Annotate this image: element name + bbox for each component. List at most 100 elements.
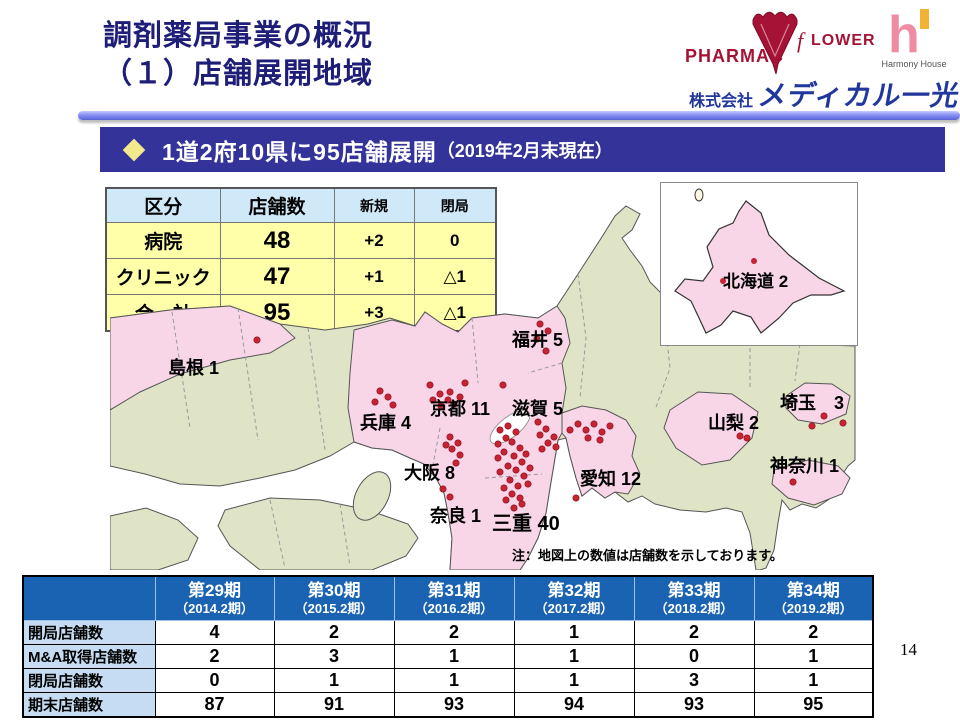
store-dot [506, 476, 514, 484]
value-cell: 1 [513, 668, 635, 693]
map-label: 埼玉 3 [780, 392, 844, 413]
table-row: M&A取得店舗数 2 3 1 1 0 1 [22, 644, 874, 669]
map-label: 兵庫 4 [360, 412, 411, 433]
fy-label: （2018.2期） [654, 600, 734, 616]
store-dot [582, 426, 590, 434]
store-dot [500, 484, 508, 492]
store-dot [512, 466, 520, 474]
value-cell: 2 [633, 620, 755, 645]
value-cell: 2 [154, 644, 275, 669]
store-location-dots [253, 320, 847, 512]
awaji-island [352, 471, 392, 521]
store-dot [522, 450, 530, 458]
hokkaido-map-svg: 北海道 2 [674, 188, 846, 334]
term-label: 第32期 [547, 581, 601, 601]
store-dot [384, 393, 392, 401]
slide-title-line1: 調剤薬局事業の概況 [103, 20, 374, 52]
map-label: 滋賀 5 [512, 398, 563, 419]
page-number: 14 [900, 640, 917, 659]
store-dot [446, 388, 454, 396]
value-cell: 1 [393, 644, 515, 669]
store-dot [743, 434, 751, 442]
value-cell: 3 [633, 668, 755, 693]
table-row: 期末店舗数 87 91 93 94 93 95 [22, 692, 874, 718]
store-dot [510, 452, 518, 460]
fy-label: （2015.2期） [294, 600, 374, 616]
saitama-pink-region [785, 382, 851, 425]
table-row: 閉局店舗数 0 1 1 1 3 1 [22, 668, 874, 693]
map-label: 大阪 8 [404, 462, 455, 483]
row-label: M&A取得店舗数 [22, 644, 156, 669]
store-dot [544, 439, 552, 447]
store-dot [538, 445, 546, 453]
store-dot [512, 428, 520, 436]
value-cell: 1 [513, 644, 635, 669]
term-label: 第30期 [307, 581, 361, 601]
company-name: 株式会社 メディカル一光 [650, 74, 960, 114]
store-dot [446, 433, 454, 441]
store-dot [520, 472, 528, 480]
store-dot [820, 412, 828, 420]
table-row: クリニック 47 +1 △1 [105, 258, 497, 295]
store-dot [596, 436, 604, 444]
map-label: 奈良 1 [429, 505, 481, 526]
store-dot [508, 490, 516, 498]
store-dot [544, 327, 552, 335]
value-cell: 1 [753, 644, 874, 669]
store-dot [550, 433, 558, 441]
store-dot [504, 462, 512, 470]
store-dot [456, 451, 464, 459]
term-label: 第29期 [188, 581, 241, 601]
cell-category: 病院 [105, 222, 221, 259]
store-dot [536, 320, 544, 328]
value-cell: 2 [393, 620, 515, 645]
value-cell: 93 [633, 692, 755, 718]
store-dot [442, 441, 450, 449]
cell-new: +1 [333, 258, 415, 295]
small-island [694, 188, 704, 202]
cell-category: クリニック [105, 258, 221, 295]
kanagawa-pink-region [771, 459, 851, 506]
col-closed: 閉局 [413, 187, 497, 223]
store-dot [751, 258, 757, 264]
map-label: 福井 5 [511, 329, 563, 350]
store-dot [533, 335, 541, 343]
kansai-pink-region [347, 305, 571, 571]
store-dot [590, 420, 598, 428]
store-dot [461, 379, 469, 387]
map-label: 山梨 2 [708, 412, 759, 433]
store-dot [429, 396, 437, 404]
store-dot [450, 400, 458, 408]
value-cell: 4 [154, 620, 275, 645]
store-dot [253, 336, 261, 344]
store-dot [499, 381, 507, 389]
store-dot [572, 494, 580, 502]
hokkaido-store-dots [720, 258, 757, 284]
cell-closed: 0 [413, 222, 497, 259]
fy-label: （2016.2期） [414, 600, 494, 616]
store-dot [536, 431, 544, 439]
row-label: 期末店舗数 [22, 692, 156, 718]
headline-banner: 1道2府10県に95店舗展開 （2019年2月末現在） [100, 127, 945, 172]
svg-text:h: h [888, 8, 920, 58]
store-dot [500, 448, 508, 456]
shimane-pink-region [109, 305, 296, 411]
store-dot [542, 347, 550, 355]
store-dot [514, 482, 522, 490]
table-row: 病院 48 +2 0 [105, 222, 497, 259]
value-cell: 2 [273, 620, 395, 645]
japan-store-map: 島根 1 福井 5 京都 11 滋賀 5 兵庫 4 大阪 8 奈良 1 三重 40 愛知 12 山… [109, 178, 856, 571]
value-cell: 87 [154, 692, 275, 718]
value-cell: 1 [393, 668, 515, 693]
pharmacy-flower-logo-script: f [797, 28, 804, 53]
map-label: 三重 40 [492, 512, 560, 535]
row-label: 開局店舗数 [22, 620, 156, 645]
fy-label: （2017.2期） [534, 600, 614, 616]
store-dot [518, 500, 526, 508]
store-dot [510, 504, 518, 512]
store-dot [542, 425, 550, 433]
col-term-29: 第29期 （2014.2期） [154, 575, 275, 621]
kyushu-land [109, 507, 199, 571]
cell-new: +2 [333, 222, 415, 259]
yamanashi-pink-region [663, 391, 759, 466]
